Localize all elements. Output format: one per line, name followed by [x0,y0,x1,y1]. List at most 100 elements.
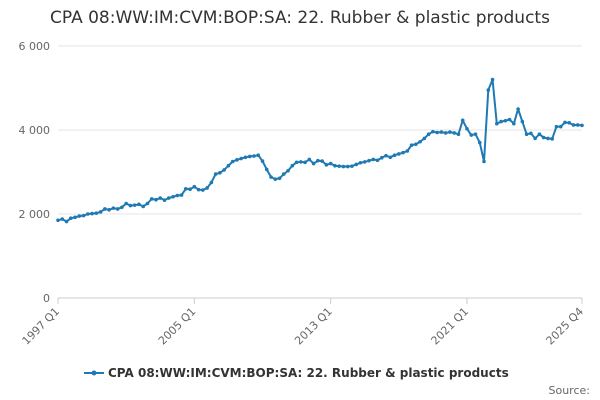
data-point[interactable] [205,186,209,190]
data-point[interactable] [290,163,295,168]
data-point[interactable] [209,180,214,185]
data-point[interactable] [507,117,512,122]
data-point[interactable] [86,212,90,216]
data-point[interactable] [418,139,422,144]
data-point[interactable] [503,118,508,123]
data-point[interactable] [132,203,137,207]
data-point[interactable] [68,216,73,220]
data-point[interactable] [439,130,444,134]
data-point[interactable] [243,155,248,160]
data-point[interactable] [145,201,150,206]
data-point[interactable] [495,121,499,126]
data-point[interactable] [465,126,469,131]
data-point[interactable] [499,119,503,124]
data-point[interactable] [303,160,307,165]
data-point[interactable] [516,107,520,111]
data-point[interactable] [477,140,482,145]
data-point[interactable] [158,196,163,200]
data-point[interactable] [473,132,478,136]
data-point[interactable] [392,153,397,157]
data-point[interactable] [324,163,329,167]
data-point[interactable] [184,187,188,191]
data-point[interactable] [175,193,180,198]
data-point[interactable] [235,158,239,162]
data-point[interactable] [222,168,226,172]
data-point[interactable] [294,160,299,165]
data-point[interactable] [218,171,222,175]
data-point[interactable] [311,161,316,166]
data-point[interactable] [98,210,103,214]
data-point[interactable] [533,136,537,141]
data-point[interactable] [111,206,116,210]
data-point[interactable] [166,196,171,200]
data-point[interactable] [307,157,312,162]
data-point[interactable] [537,132,542,136]
data-point[interactable] [375,158,380,163]
data-point[interactable] [563,120,567,125]
data-point[interactable] [128,203,133,208]
data-point[interactable] [520,119,525,124]
data-point[interactable] [201,188,205,192]
data-point[interactable] [333,163,337,168]
data-point[interactable] [409,143,414,147]
data-point[interactable] [137,202,141,207]
data-point[interactable] [230,159,235,164]
data-point[interactable] [435,130,439,135]
data-point[interactable] [286,168,290,173]
data-point[interactable] [252,154,256,158]
data-point[interactable] [124,201,128,206]
data-point[interactable] [422,136,427,141]
data-point[interactable] [524,132,529,136]
data-point[interactable] [188,187,192,192]
data-point[interactable] [384,153,388,158]
data-point[interactable] [81,213,86,218]
data-point[interactable] [426,132,431,136]
data-point[interactable] [337,164,341,168]
data-point[interactable] [273,177,278,181]
data-point[interactable] [452,131,457,135]
data-point[interactable] [456,132,461,136]
data-point[interactable] [397,152,401,156]
data-point[interactable] [77,214,82,218]
data-point[interactable] [358,160,363,165]
data-point[interactable] [269,175,273,179]
data-point[interactable] [226,163,231,168]
data-point[interactable] [247,154,252,159]
data-point[interactable] [546,136,550,141]
data-point[interactable] [354,162,359,167]
data-point[interactable] [179,193,184,197]
data-point[interactable] [414,142,418,147]
data-point[interactable] [264,167,269,172]
data-point[interactable] [162,198,167,202]
data-point[interactable] [281,172,286,176]
data-point[interactable] [388,155,393,160]
data-point[interactable] [490,77,495,82]
data-point[interactable] [196,187,201,192]
data-point[interactable] [482,159,486,164]
data-point[interactable] [320,159,324,163]
data-point[interactable] [73,215,77,220]
data-point[interactable] [341,164,346,169]
data-point[interactable] [529,131,533,136]
data-point[interactable] [256,153,261,157]
data-point[interactable] [350,164,354,168]
data-point[interactable] [431,129,435,134]
data-point[interactable] [554,124,559,129]
data-point[interactable] [550,137,554,141]
data-point[interactable] [371,157,376,162]
data-point[interactable] [141,204,145,209]
data-point[interactable] [405,149,410,153]
data-point[interactable] [192,184,197,189]
data-point[interactable] [299,160,303,164]
data-point[interactable] [94,211,99,215]
data-point[interactable] [107,208,111,212]
data-point[interactable] [239,156,243,161]
data-point[interactable] [149,197,154,201]
data-point[interactable] [401,150,405,155]
data-point[interactable] [567,121,572,125]
data-point[interactable] [362,160,367,164]
data-point[interactable] [154,197,158,202]
data-point[interactable] [90,211,94,216]
data-point[interactable] [64,219,69,224]
data-point[interactable] [469,133,474,137]
